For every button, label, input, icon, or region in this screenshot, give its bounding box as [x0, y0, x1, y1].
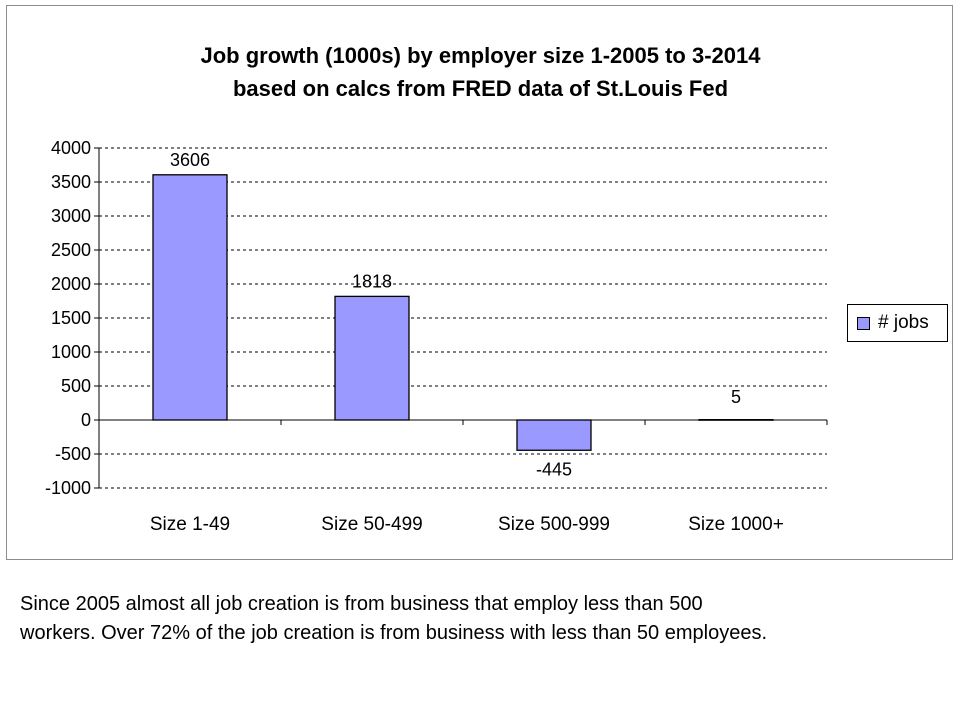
data-label: 5	[731, 387, 741, 407]
chart-frame: Job growth (1000s) by employer size 1-20…	[6, 5, 953, 560]
y-tick-label: 3500	[51, 172, 91, 192]
y-tick-label: 2000	[51, 274, 91, 294]
bar	[516, 419, 592, 451]
chart-title: Job growth (1000s) by employer size 1-20…	[7, 39, 954, 105]
y-tick-label: -1000	[45, 478, 91, 498]
y-tick-label: 1000	[51, 342, 91, 362]
y-tick-label: 4000	[51, 138, 91, 158]
y-tick-label: 2500	[51, 240, 91, 260]
bar	[334, 295, 410, 421]
data-label: 1818	[352, 271, 392, 291]
x-tick-label: Size 50-499	[321, 514, 422, 535]
y-tick-label: -500	[55, 444, 91, 464]
y-tick-label: 0	[81, 410, 91, 430]
y-tick-label: 1500	[51, 308, 91, 328]
legend: # jobs	[847, 304, 948, 342]
bar	[698, 419, 774, 421]
chart-title-line2: based on calcs from FRED data of St.Loui…	[232, 76, 729, 101]
bar-chart: 4000 3500 3000 2500 2000 1500 1000 500 0 -500 -100…	[45, 138, 828, 535]
caption-line1: Since 2005 almost all job creation is fr…	[20, 593, 703, 615]
caption: Since 2005 almost all job creation is fr…	[20, 590, 950, 648]
legend-swatch	[857, 316, 870, 330]
data-label: 3606	[170, 150, 210, 170]
x-tick-label: Size 500-999	[498, 514, 610, 535]
x-tick-label: Size 1000+	[688, 514, 784, 535]
bar	[152, 174, 228, 421]
y-tick-label: 3000	[51, 206, 91, 226]
caption-line2: workers. Over 72% of the job creation is…	[20, 622, 768, 644]
chart-title-line1: Job growth (1000s) by employer size 1-20…	[200, 43, 761, 68]
legend-label: # jobs	[878, 312, 929, 333]
y-tick-label: 500	[61, 376, 91, 396]
data-label: -445	[536, 459, 572, 479]
x-tick-label: Size 1-49	[150, 514, 230, 535]
